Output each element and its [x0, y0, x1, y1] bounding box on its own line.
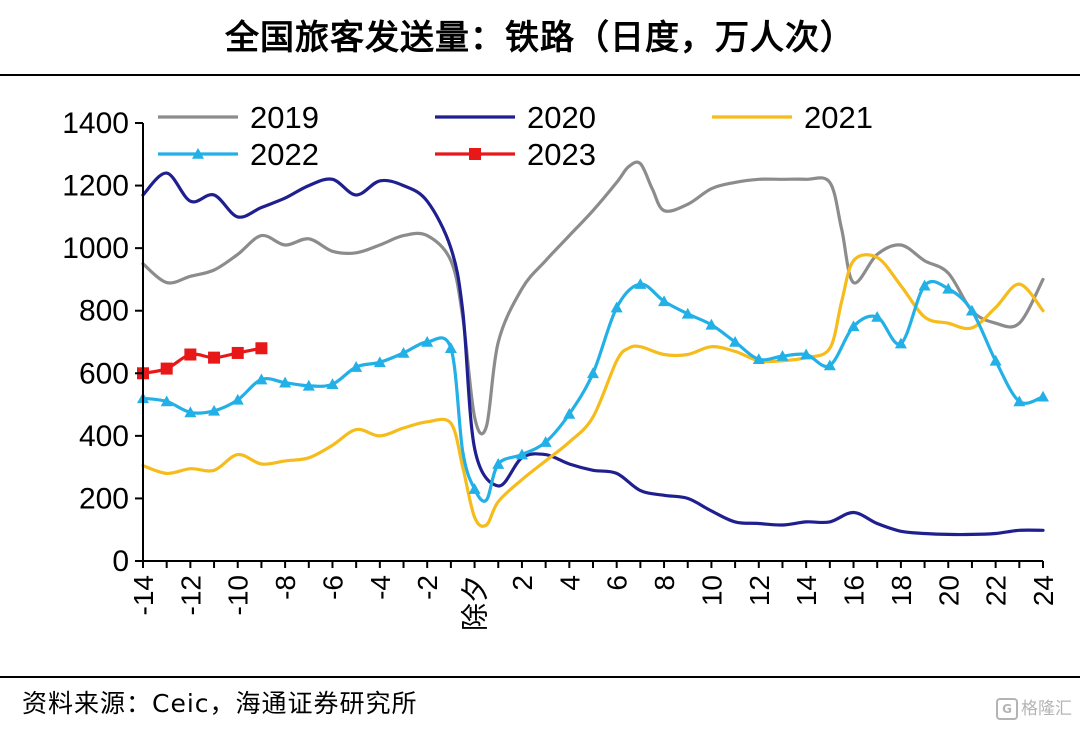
x-tick-label: 2 — [507, 575, 538, 591]
x-tick-label: -14 — [128, 575, 159, 615]
data-point-2022 — [823, 359, 836, 371]
x-tick-label: 4 — [554, 575, 585, 591]
x-tick-label: -6 — [317, 575, 348, 600]
data-point-2022 — [587, 367, 599, 379]
data-point-2022 — [965, 304, 978, 316]
footer-divider — [0, 676, 1080, 678]
x-tick-label: 22 — [981, 575, 1012, 606]
legend-label-2023: 2023 — [527, 137, 596, 172]
data-point-2023 — [184, 348, 197, 361]
data-point-2022 — [255, 373, 268, 385]
y-tick-label: 1200 — [62, 170, 129, 203]
x-tick-label: -2 — [412, 575, 443, 600]
watermark: G 格隆汇 — [996, 694, 1072, 724]
data-point-2022 — [800, 348, 813, 360]
data-point-2022 — [302, 379, 315, 391]
data-point-2022 — [942, 282, 955, 294]
legend: 2019 2020 2021 2022 2023 — [158, 100, 873, 172]
y-tick-label: 1400 — [62, 107, 129, 140]
y-tick-label: 0 — [112, 545, 129, 578]
data-point-2022 — [279, 376, 292, 388]
data-point-2022 — [610, 301, 623, 313]
title-divider — [0, 74, 1080, 76]
y-tick-label: 400 — [79, 420, 129, 453]
data-point-2022 — [681, 307, 694, 319]
data-point-2022 — [160, 395, 173, 407]
y-tick-label: 1000 — [62, 232, 129, 265]
line-chart: 0 200 400 600 800 1000 1200 1400 -14 -12 -10 -8 -6 -4… — [62, 100, 1059, 631]
x-tick-label: 20 — [933, 575, 964, 606]
data-point-2023 — [160, 362, 173, 375]
y-tick-label: 200 — [79, 482, 129, 515]
data-point-2022 — [871, 310, 884, 322]
data-point-2022 — [1037, 390, 1049, 402]
data-point-2022 — [847, 320, 860, 332]
data-point-2022 — [634, 278, 647, 289]
data-point-2022 — [326, 378, 339, 390]
x-tick-label: -4 — [365, 575, 396, 600]
data-point-2022 — [729, 336, 742, 347]
x-tick-label: 14 — [791, 575, 822, 606]
axes: 0 200 400 600 800 1000 1200 1400 -14 -12 -10 -8 -6 -4… — [62, 107, 1059, 631]
legend-marker-2023 — [469, 148, 481, 160]
data-point-2022 — [468, 483, 481, 494]
data-point-2022 — [1013, 395, 1026, 407]
x-tick-label: 8 — [649, 575, 680, 591]
data-point-2022 — [444, 342, 457, 354]
x-tick-label: 12 — [744, 575, 775, 606]
data-point-2022 — [989, 354, 1002, 366]
series-line-2021 — [141, 253, 1045, 528]
data-point-2022 — [539, 436, 552, 447]
data-point-2022 — [373, 356, 386, 368]
data-point-2022 — [515, 448, 528, 460]
data-point-2022 — [563, 407, 576, 419]
y-tick-label: 800 — [79, 295, 129, 328]
data-point-2022 — [397, 346, 410, 358]
data-point-2023 — [231, 346, 244, 359]
data-point-2022 — [492, 458, 505, 469]
data-point-2022 — [894, 337, 907, 349]
x-tick-label: -10 — [223, 575, 254, 615]
data-point-2022 — [705, 318, 718, 330]
series-line-2019 — [141, 160, 1045, 436]
data-point-2023 — [208, 351, 221, 364]
watermark-text: 格隆汇 — [1021, 699, 1072, 719]
data-point-2022 — [658, 295, 671, 307]
x-tick-label: 6 — [602, 575, 633, 591]
data-point-2022 — [776, 350, 789, 361]
watermark-logo-icon: G — [996, 698, 1018, 720]
data-point-2022 — [208, 404, 221, 416]
x-tick-label: 10 — [696, 575, 727, 606]
series-line-2020 — [141, 171, 1045, 537]
x-tick-label: -8 — [270, 575, 301, 600]
legend-label-2021: 2021 — [804, 100, 873, 135]
plot-area — [137, 160, 1049, 537]
x-tick-label: 24 — [1028, 575, 1059, 606]
x-tick-label: 16 — [839, 575, 870, 606]
data-point-2022 — [350, 361, 363, 372]
legend-label-2020: 2020 — [527, 100, 596, 135]
y-tick-label: 600 — [79, 357, 129, 390]
data-point-2022 — [231, 393, 244, 405]
data-point-2022 — [918, 279, 931, 291]
data-point-2022 — [421, 336, 434, 347]
chart-title: 全国旅客发送量：铁路（日度，万人次） — [225, 18, 855, 58]
data-point-2023 — [255, 342, 268, 355]
x-tick-label: 除夕 — [460, 575, 491, 631]
x-tick-label: -12 — [175, 575, 206, 615]
legend-label-2022: 2022 — [250, 137, 319, 172]
source-note: 资料来源：Ceic，海通证券研究所 — [22, 689, 418, 718]
data-point-2022 — [184, 406, 197, 418]
x-tick-label: 18 — [886, 575, 917, 606]
legend-label-2019: 2019 — [250, 100, 319, 135]
series-line-2022 — [141, 279, 1045, 503]
legend-marker-2022 — [192, 148, 204, 159]
data-point-2022 — [752, 353, 765, 365]
